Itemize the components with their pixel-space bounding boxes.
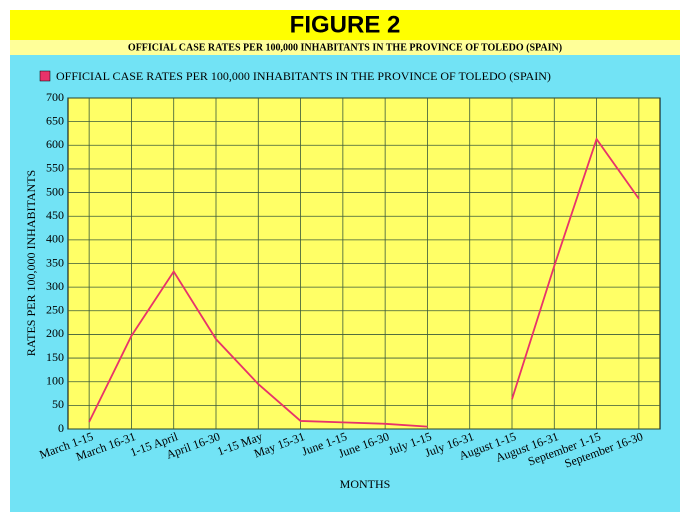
title-bar — [10, 10, 680, 40]
y-tick-label: 200 — [46, 326, 64, 340]
y-tick-label: 550 — [46, 161, 64, 175]
y-tick-label: 500 — [46, 184, 64, 198]
data-line — [88, 137, 640, 428]
y-axis-label: RATES PER 100,000 INHABITANTS — [24, 170, 38, 356]
y-tick-label: 400 — [46, 232, 64, 246]
y-tick-label: 50 — [52, 397, 64, 411]
y-tick-label: 0 — [58, 421, 64, 435]
y-tick-label: 600 — [46, 137, 64, 151]
y-tick-label: 650 — [46, 113, 64, 127]
y-tick-label: 350 — [46, 255, 64, 269]
y-tick-label: 150 — [46, 350, 64, 364]
chart-subtitle: OFFICIAL CASE RATES PER 100,000 INHABITA… — [128, 42, 562, 53]
y-tick-label: 250 — [46, 303, 64, 317]
x-axis-label: MONTHS — [340, 477, 391, 491]
y-tick-label: 700 — [46, 90, 64, 104]
chart-title: FIGURE 2 — [290, 11, 401, 38]
legend-label: OFFICIAL CASE RATES PER 100,000 INHABITA… — [56, 69, 551, 83]
y-tick-label: 450 — [46, 208, 64, 222]
y-tick-label: 300 — [46, 279, 64, 293]
legend-swatch — [39, 70, 51, 82]
subtitle-bar — [10, 40, 680, 55]
y-tick-label: 100 — [46, 373, 64, 387]
